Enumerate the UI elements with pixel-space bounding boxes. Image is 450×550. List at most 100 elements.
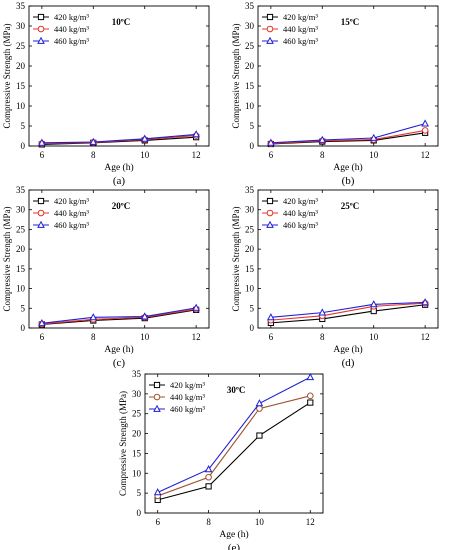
legend-marker	[153, 404, 161, 412]
legend-marker	[266, 209, 274, 217]
legend-marker	[153, 393, 161, 401]
data-point	[307, 399, 314, 406]
y-tick-label: 30	[16, 205, 26, 215]
y-tick-label: 15	[16, 264, 26, 274]
x-tick-label: 10	[369, 332, 379, 342]
legend: 420 kg/m³ 440 kg/m³ 460 kg/m³	[33, 196, 89, 230]
x-tick-label: 6	[269, 150, 274, 160]
x-tick-label: 10	[255, 517, 265, 527]
y-tick-label: 25	[16, 41, 26, 51]
x-axis-label: Age (h)	[104, 162, 133, 173]
y-tick-label: 10	[245, 101, 255, 111]
y-tick-label: 15	[16, 81, 26, 91]
data-point	[153, 488, 162, 496]
y-tick-label: 35	[16, 185, 26, 195]
data-point	[421, 298, 429, 306]
y-tick-label: 5	[250, 121, 255, 131]
x-tick-label: 10	[369, 150, 379, 160]
legend: 420 kg/m³ 440 kg/m³ 460 kg/m³	[149, 380, 205, 414]
legend-marker	[266, 220, 274, 228]
legend-label: 460 kg/m³	[54, 220, 89, 230]
legend-label: 460 kg/m³	[283, 220, 318, 230]
y-tick-label: 0	[21, 323, 26, 333]
chart-panel: 0 5 10 15 20 25 30 35 6 8 10 12 Age (h) Compressive S…	[231, 1, 439, 187]
x-tick-label: 12	[192, 332, 201, 342]
series-line	[157, 395, 311, 497]
y-tick-label: 25	[245, 41, 255, 51]
data-point	[204, 465, 213, 473]
panel-label: (e)	[228, 542, 241, 550]
y-tick-label: 30	[132, 389, 142, 399]
y-tick-label: 10	[132, 468, 142, 478]
panel-label: (b)	[342, 175, 355, 187]
x-tick-label: 8	[91, 332, 96, 342]
y-axis-label: Compressive Strength (MPa)	[118, 391, 128, 496]
x-tick-label: 6	[269, 332, 274, 342]
plot-frame	[144, 373, 324, 514]
data-point	[318, 135, 327, 143]
legend-label: 420 kg/m³	[170, 380, 205, 390]
x-tick-label: 6	[155, 517, 160, 527]
legend-label: 440 kg/m³	[54, 24, 89, 34]
y-tick-label: 10	[16, 284, 26, 294]
series-line	[157, 376, 311, 493]
legend-label: 440 kg/m³	[54, 208, 89, 218]
y-axis-label: Compressive Strength (MPa)	[231, 207, 241, 312]
x-tick-label: 6	[40, 150, 45, 160]
legend-marker	[266, 36, 274, 44]
legend-marker	[266, 25, 274, 33]
legend-label: 420 kg/m³	[283, 196, 318, 206]
legend-label: 440 kg/m³	[283, 208, 318, 218]
x-tick-label: 12	[421, 332, 430, 342]
x-tick-label: 12	[421, 150, 430, 160]
data-point	[89, 137, 98, 145]
y-tick-label: 15	[245, 81, 255, 91]
plot-frame	[28, 5, 210, 147]
legend-label: 420 kg/m³	[54, 196, 89, 206]
data-point	[306, 372, 315, 381]
temperature-annotation: 25ºC	[341, 201, 359, 211]
y-tick-label: 20	[16, 244, 26, 254]
y-tick-label: 30	[16, 21, 26, 31]
legend-marker	[153, 381, 161, 389]
y-tick-label: 10	[16, 101, 26, 111]
plot-frame	[257, 5, 439, 147]
y-tick-label: 35	[132, 369, 142, 379]
legend-label: 440 kg/m³	[170, 392, 205, 402]
y-tick-label: 30	[245, 205, 255, 215]
y-axis-label: Compressive Strength (MPa)	[231, 24, 241, 129]
series-line	[157, 402, 311, 501]
series-line	[270, 301, 426, 318]
data-point	[140, 134, 149, 142]
panel-label: (d)	[342, 357, 355, 369]
data-point	[38, 138, 46, 146]
chart-panel: 0 5 10 15 20 25 30 35 6 8 10 12 Age (h) Compressive S…	[118, 369, 324, 550]
y-tick-label: 25	[245, 224, 255, 234]
legend-label: 460 kg/m³	[54, 36, 89, 46]
series-line	[41, 136, 197, 145]
data-point	[192, 130, 200, 138]
series-line	[270, 132, 426, 145]
legend: 420 kg/m³ 440 kg/m³ 460 kg/m³	[33, 12, 89, 46]
chart-panel: 0 5 10 15 20 25 30 35 6 8 10 12 Age (h) Compressive S…	[231, 185, 439, 369]
y-tick-label: 5	[250, 303, 255, 313]
x-tick-label: 12	[306, 517, 315, 527]
data-point	[255, 399, 264, 407]
legend-marker	[37, 209, 45, 217]
chart-panel: 0 5 10 15 20 25 30 35 6 8 10 12 Age (h) Compressive S…	[2, 1, 210, 187]
y-tick-label: 35	[245, 1, 255, 11]
series-line	[41, 133, 197, 144]
y-tick-label: 20	[245, 61, 255, 71]
panel-label: (a)	[113, 175, 126, 187]
data-point	[89, 313, 98, 321]
y-tick-label: 15	[245, 264, 255, 274]
y-tick-label: 5	[21, 121, 26, 131]
data-point	[421, 127, 429, 134]
plot-frame	[28, 189, 210, 329]
y-tick-label: 0	[21, 141, 26, 151]
legend-label: 440 kg/m³	[283, 24, 318, 34]
y-tick-label: 15	[132, 448, 142, 458]
legend: 420 kg/m³ 440 kg/m³ 460 kg/m³	[262, 196, 318, 230]
y-tick-label: 25	[16, 224, 26, 234]
